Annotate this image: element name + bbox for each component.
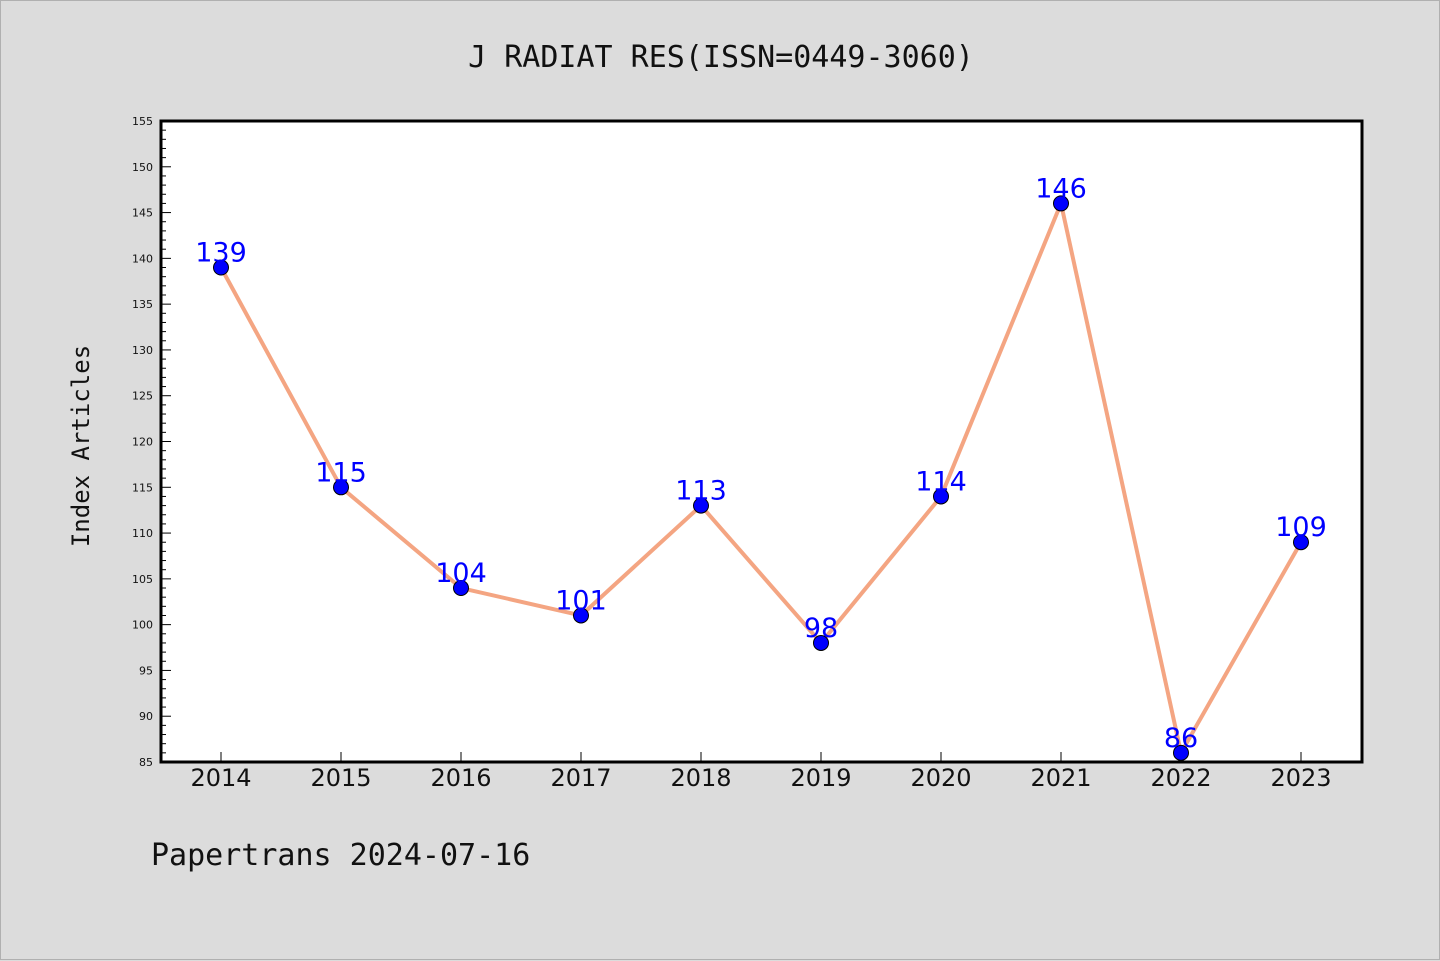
y-tick-label: 95 [139, 664, 153, 677]
x-tick-label: 2020 [910, 764, 971, 792]
data-label: 146 [1035, 173, 1087, 204]
y-tick-label: 145 [132, 207, 153, 220]
y-tick-label: 120 [132, 436, 153, 449]
data-point [333, 479, 349, 496]
data-label: 114 [915, 466, 967, 497]
x-tick-label: 2018 [670, 764, 731, 792]
data-point [1173, 744, 1189, 761]
plot-area [159, 119, 1364, 764]
y-tick-label: 90 [139, 710, 153, 723]
series-line [219, 201, 1303, 755]
y-tick-label: 115 [132, 481, 153, 494]
data-label: 139 [195, 238, 247, 269]
y-tick-label: 130 [132, 344, 153, 357]
data-label: 86 [1164, 723, 1198, 754]
x-tick-label: 2023 [1270, 764, 1331, 792]
y-tick-label: 135 [132, 298, 153, 311]
y-tick-label: 105 [132, 573, 153, 586]
data-point [813, 634, 829, 651]
y-tick-label: 85 [139, 756, 153, 769]
series-index-articles: 139 115 104 101 113 98 114 146 86 109 [195, 173, 1327, 761]
y-tick-label: 155 [132, 115, 153, 128]
data-point [1293, 534, 1309, 551]
data-point [213, 259, 229, 276]
x-tick-label: 2017 [550, 764, 611, 792]
y-tick-label: 140 [132, 252, 153, 265]
data-point [453, 580, 469, 597]
footer-credit: Papertrans 2024-07-16 [151, 838, 530, 873]
data-label: 104 [435, 558, 487, 589]
y-tick-label: 110 [132, 527, 153, 540]
data-label: 113 [675, 476, 727, 507]
data-point [933, 488, 949, 505]
data-label: 101 [555, 585, 607, 616]
x-tick-label: 2021 [1030, 764, 1091, 792]
data-label: 98 [804, 613, 838, 644]
data-label: 115 [315, 457, 367, 488]
x-tick-label: 2019 [790, 764, 851, 792]
y-tick-label: 125 [132, 390, 153, 403]
x-tick-label: 2016 [430, 764, 491, 792]
y-tick-label: 100 [132, 619, 153, 632]
x-tick-label: 2015 [310, 764, 371, 792]
x-tick-label: 2014 [190, 764, 251, 792]
y-tick-label: 150 [132, 161, 153, 174]
x-axis: 2014 2015 2016 2017 2018 2019 2020 2021 2022 2023 [190, 752, 1332, 792]
x-tick-label: 2022 [1150, 764, 1211, 792]
data-label: 109 [1275, 512, 1327, 543]
y-axis: 85 90 95 100 105 110 115 120 125 130 135 140 145 150 1… [132, 115, 171, 769]
chart-title: J RADIAT RES(ISSN=0449-3060) [468, 40, 974, 75]
y-axis-label: Index Articles [67, 345, 95, 547]
data-point [693, 497, 709, 514]
data-point [573, 607, 589, 624]
data-point [1053, 195, 1069, 212]
